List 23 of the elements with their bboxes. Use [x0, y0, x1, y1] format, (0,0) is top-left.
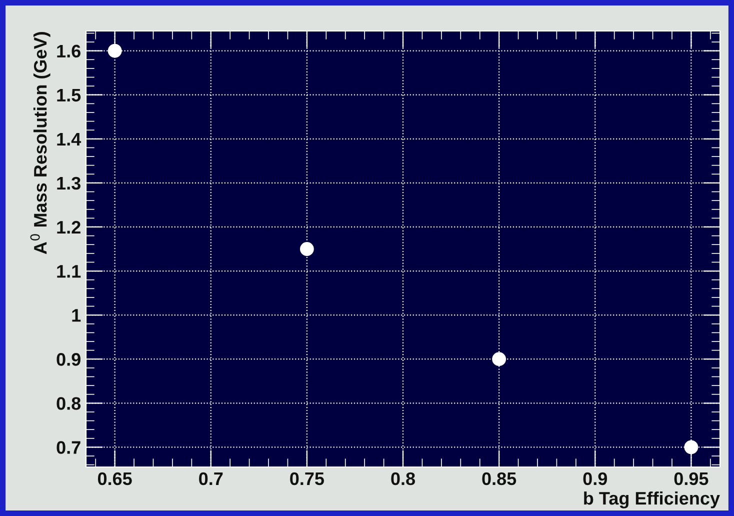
- x-tick-label: 0.75: [290, 472, 324, 486]
- y-tick-label: 1.2: [57, 220, 80, 234]
- y-tick-label: 0.9: [56, 353, 80, 366]
- point: [492, 352, 506, 366]
- x-tick-label: 0.65: [98, 472, 132, 486]
- x-axis-title: b Tag Efficiency: [584, 491, 720, 508]
- point: [108, 44, 122, 58]
- x-tick-label: 0.7: [199, 472, 223, 486]
- y-axis-title: A$^{0}$ Mass Resolution (GeV): [30, 32, 50, 254]
- point: [684, 440, 698, 454]
- point: [300, 242, 314, 256]
- y-tick-label: 1.3: [57, 176, 80, 190]
- y-tick-label: 1: [72, 309, 81, 322]
- x-tick-label: 0.95: [674, 472, 708, 486]
- x-tick-label: 0.9: [583, 472, 608, 486]
- y-tick-label: 1.6: [57, 44, 80, 58]
- y-tick-label: 1.5: [57, 88, 81, 102]
- y-tick-label: 1.1: [57, 265, 81, 278]
- y-tick-label: 0.7: [56, 441, 80, 454]
- x-tick-label: 0.85: [482, 472, 516, 486]
- x-tick-label: 0.8: [391, 472, 415, 486]
- y-tick-label: 0.8: [56, 397, 81, 410]
- y-tick-label: 1.4: [57, 133, 82, 146]
